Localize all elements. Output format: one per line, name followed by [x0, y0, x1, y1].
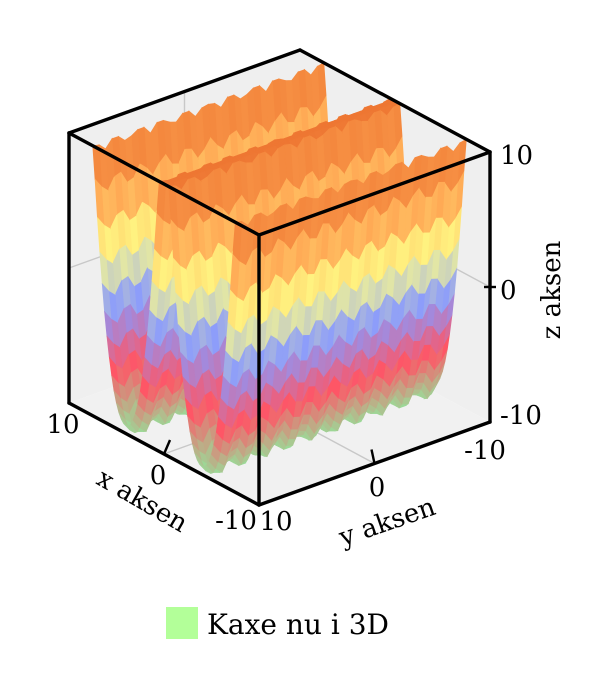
y-tick-label-10: 10 — [259, 507, 292, 537]
axis-ticks — [162, 285, 496, 464]
x-axis-label: x aksen — [91, 463, 193, 539]
frame-top-x-back — [298, 48, 492, 154]
surface-plot — [92, 62, 467, 474]
z-tick-label-10: 10 — [500, 141, 533, 171]
y-axis-label: y aksen — [334, 492, 439, 553]
x-tick-label-neg10: -10 — [215, 506, 257, 536]
y-tick-0 — [370, 449, 376, 464]
z-axis-label: z aksen — [537, 240, 567, 339]
z-tick-label-0: 0 — [500, 276, 517, 306]
x-tick-0 — [162, 439, 172, 455]
legend-swatch — [166, 607, 198, 639]
x-tick-label-10: 10 — [46, 410, 79, 440]
frame-top-y-back — [67, 48, 302, 135]
frame-top-x-front — [67, 131, 261, 237]
y-tick-label-neg10: -10 — [464, 436, 506, 466]
legend-label: Kaxe nu i 3D — [207, 608, 389, 641]
y-tick-label-0: 0 — [369, 473, 386, 503]
z-tick-label-neg10: -10 — [500, 401, 542, 431]
x-tick-label-0: 0 — [150, 461, 167, 491]
legend: Kaxe nu i 3D — [166, 607, 389, 641]
frame-top-y-front — [257, 150, 492, 237]
